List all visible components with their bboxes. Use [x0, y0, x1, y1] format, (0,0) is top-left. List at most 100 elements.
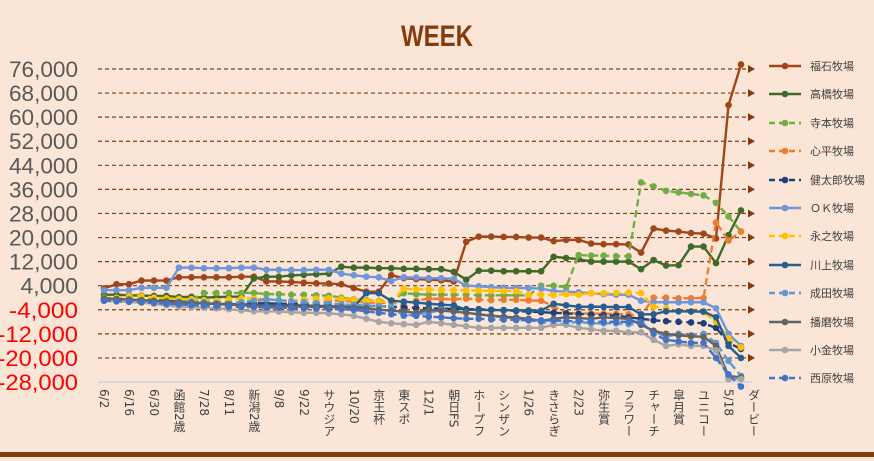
data-point — [700, 298, 707, 306]
data-point — [525, 297, 532, 304]
legend-item: 福石牧場 — [768, 56, 854, 76]
data-point — [512, 267, 520, 275]
data-point — [350, 312, 358, 320]
data-point — [338, 310, 345, 318]
data-point — [500, 316, 507, 324]
x-tick-label: 2/23 — [571, 389, 586, 416]
series-11 — [100, 297, 745, 390]
data-point — [500, 306, 507, 314]
data-point — [587, 303, 595, 311]
series-line — [103, 64, 743, 293]
data-point — [737, 344, 745, 351]
legend-label: 永之牧場 — [810, 230, 854, 244]
data-point — [188, 264, 195, 271]
data-point — [362, 289, 370, 297]
x-tick-label: チャーチ — [646, 389, 661, 437]
data-point — [263, 278, 270, 285]
data-point — [325, 305, 333, 313]
y-tick-label: 44,000 — [9, 153, 78, 178]
data-point — [487, 233, 495, 240]
data-point — [700, 192, 707, 199]
data-point — [612, 289, 620, 297]
data-point — [437, 286, 445, 294]
data-point — [625, 329, 632, 336]
data-point — [625, 289, 632, 296]
data-point — [338, 295, 345, 303]
data-point — [412, 312, 420, 320]
data-point — [575, 251, 582, 259]
legend-item: 健太郎牧場 — [768, 170, 865, 190]
x-tick-label: 皐月賞 — [671, 389, 686, 425]
data-point — [375, 289, 383, 297]
data-point — [462, 309, 470, 317]
data-point — [575, 291, 582, 299]
data-point — [325, 266, 333, 274]
data-point — [188, 301, 195, 309]
data-point — [275, 266, 283, 274]
data-point — [537, 297, 545, 305]
data-point — [425, 306, 433, 314]
data-point — [562, 317, 570, 325]
data-point — [737, 354, 745, 362]
data-point — [600, 289, 607, 297]
data-point — [450, 321, 458, 329]
x-tick-label: 新潟2歳 — [246, 389, 261, 433]
data-point — [712, 304, 720, 312]
data-point — [113, 280, 120, 288]
data-point — [387, 277, 395, 285]
data-point — [288, 266, 295, 274]
x-tick-label: 弥生賞 — [596, 389, 611, 425]
data-point — [300, 266, 308, 274]
data-point — [525, 307, 532, 314]
data-point — [650, 317, 657, 324]
data-point — [150, 284, 158, 292]
data-point — [462, 276, 470, 283]
data-point — [575, 324, 582, 332]
y-tick-label: -4,000 — [9, 298, 78, 323]
x-tick-label: 京王杯 — [371, 389, 386, 425]
data-point — [725, 213, 732, 220]
legend-label: 寺本牧場 — [810, 116, 854, 130]
data-point — [637, 265, 645, 273]
data-point — [612, 240, 620, 248]
data-point — [600, 313, 607, 321]
data-point — [700, 320, 707, 327]
data-point — [662, 298, 670, 306]
y-tick-label: 36,000 — [9, 177, 78, 202]
data-point — [200, 289, 208, 297]
data-point — [125, 286, 133, 294]
data-point — [375, 264, 383, 272]
data-point — [612, 252, 620, 260]
data-point — [263, 304, 270, 311]
data-point — [500, 233, 507, 241]
data-point — [275, 290, 283, 298]
data-point — [600, 327, 607, 335]
data-point — [250, 275, 258, 282]
data-point — [263, 273, 270, 280]
data-point — [300, 298, 308, 306]
data-point — [275, 296, 283, 304]
data-point — [650, 310, 657, 318]
data-point — [600, 258, 607, 265]
data-point — [462, 286, 470, 294]
data-point — [288, 272, 295, 279]
data-point — [450, 268, 458, 276]
legend-item: 川上牧場 — [768, 255, 854, 275]
y-tick-label: -12,000 — [0, 322, 78, 347]
legend-marker-icon — [769, 346, 801, 354]
data-point — [325, 310, 333, 317]
data-point — [625, 303, 632, 311]
data-point — [425, 300, 433, 308]
data-point — [225, 273, 233, 281]
data-point — [288, 298, 295, 305]
gridline-arrow-icon — [748, 353, 755, 362]
data-point — [462, 295, 470, 302]
data-point — [362, 315, 370, 323]
gridline-arrow-icon — [748, 305, 755, 314]
data-point — [288, 291, 295, 299]
series-line — [103, 298, 742, 377]
data-point — [288, 278, 295, 286]
data-point — [675, 189, 682, 196]
data-point — [700, 230, 707, 237]
